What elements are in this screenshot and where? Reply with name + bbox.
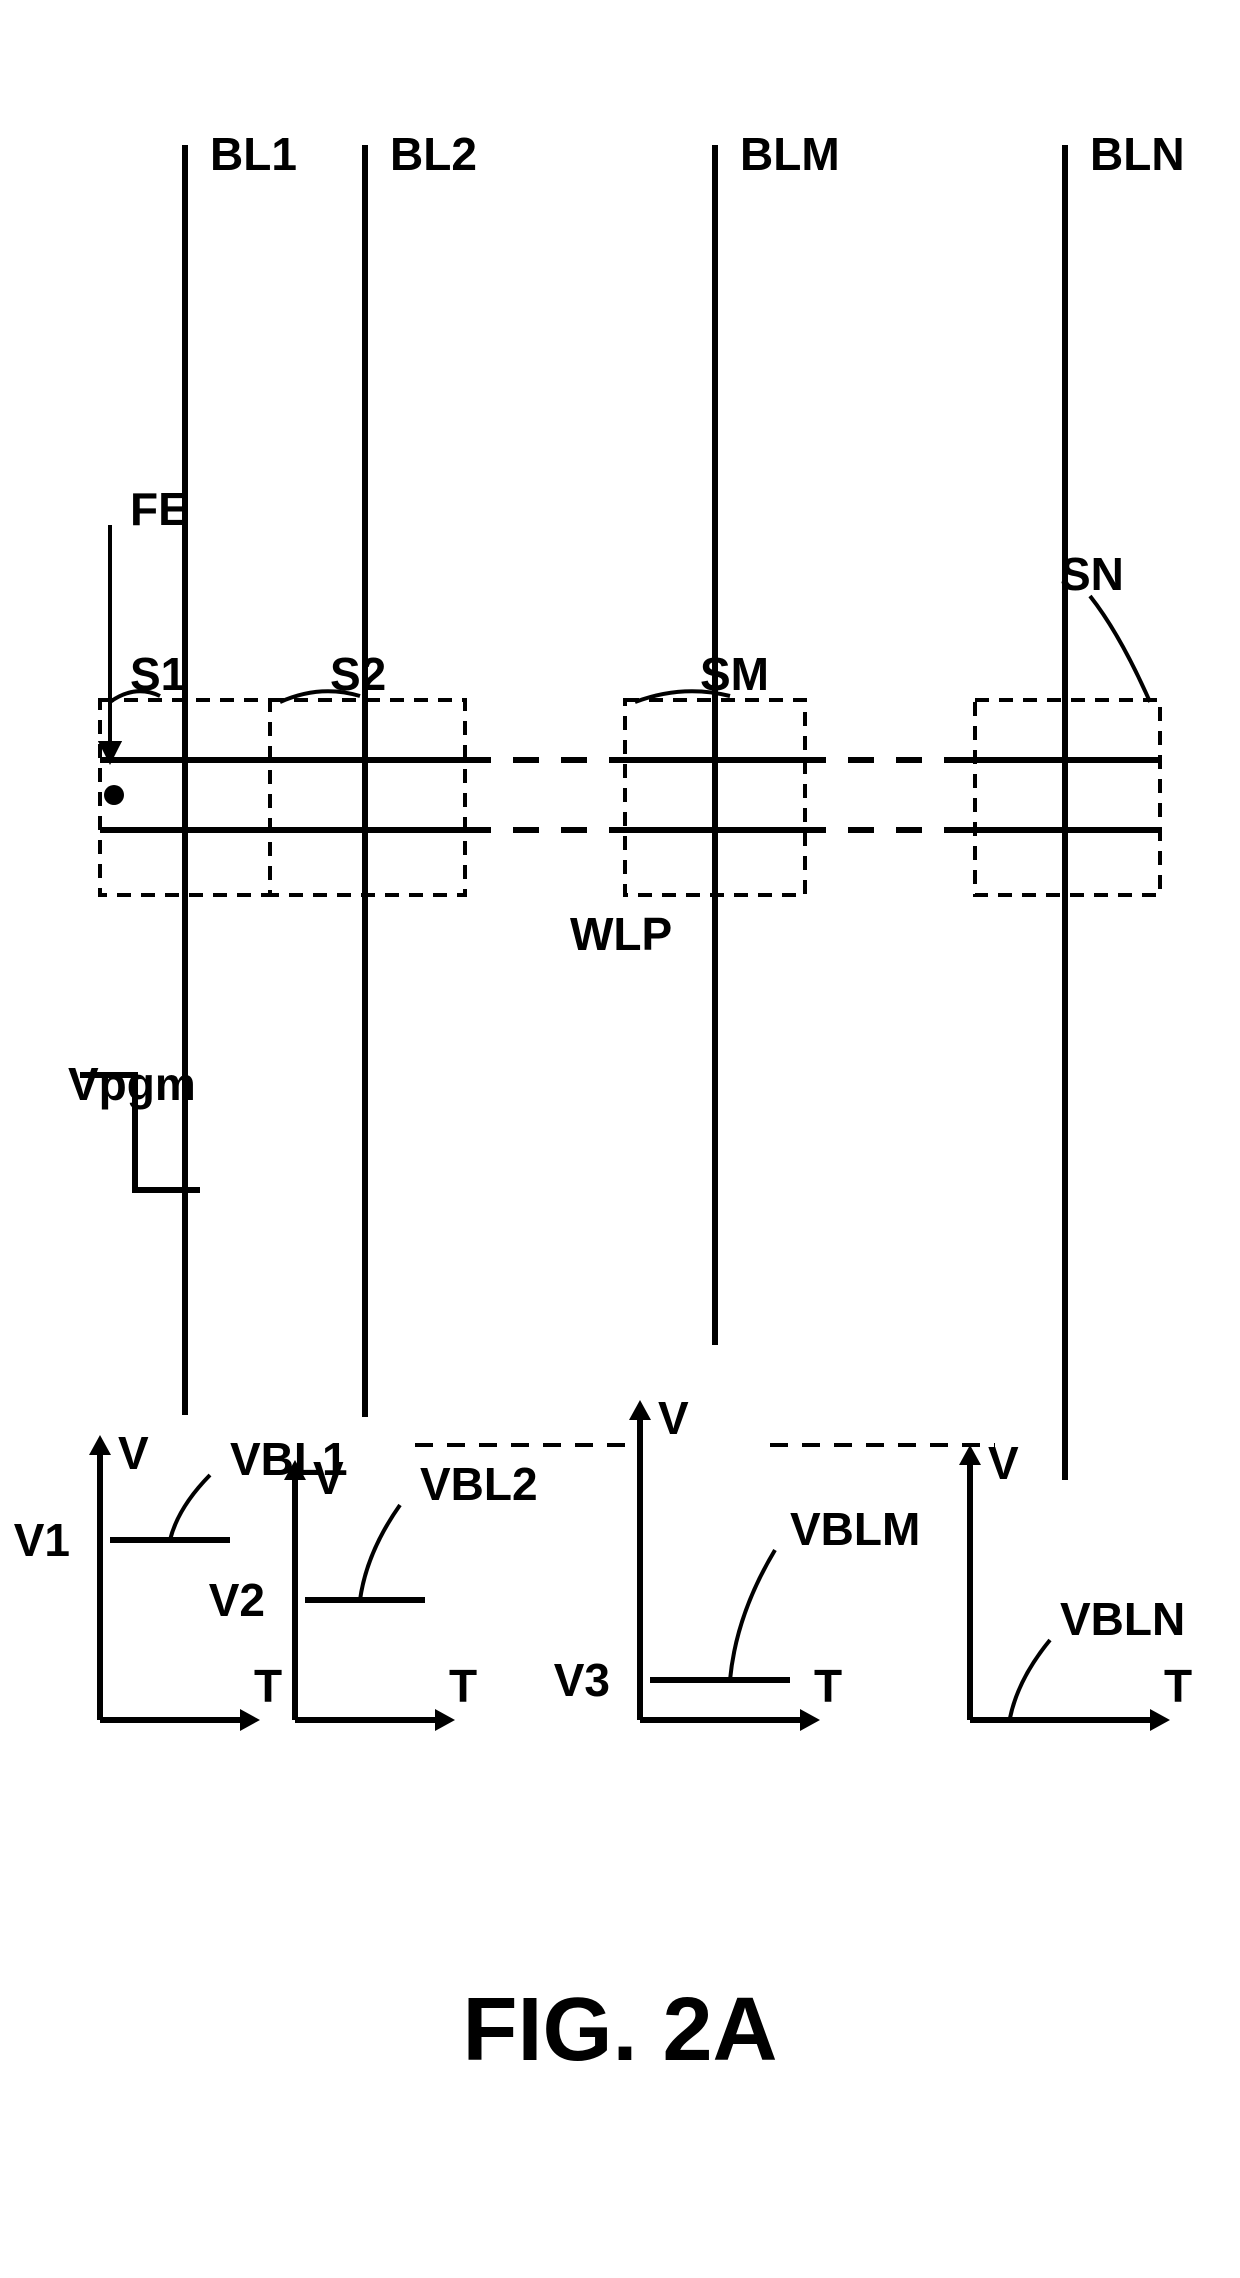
figure-label: FIG. 2A — [462, 1980, 777, 2080]
axis-v-label: V — [658, 1392, 689, 1444]
level-label: V1 — [14, 1514, 70, 1566]
wordline-pair: WLP — [100, 760, 1160, 960]
axis-v-label: V — [313, 1452, 344, 1504]
bitline-label-bl1: BL1 — [210, 128, 297, 180]
fe-label: FE — [130, 483, 189, 535]
vpgm-waveform: Vpgm — [68, 1058, 200, 1190]
cell-label-sm: SM — [700, 648, 769, 700]
bitlines: BL1 BL2 BLM BLN — [185, 128, 1185, 1480]
curve-label-vblm: VBLM — [790, 1503, 920, 1555]
vpgm-label: Vpgm — [68, 1058, 196, 1110]
curve-label-vbln: VBLN — [1060, 1593, 1185, 1645]
level-label: V2 — [209, 1574, 265, 1626]
level-label: V3 — [554, 1654, 610, 1706]
axis-v-label: V — [988, 1437, 1019, 1489]
cells: S1 S2 SM SN — [100, 548, 1160, 895]
fe-arrow: FE — [98, 483, 189, 805]
graph-vblm: V T V3 VBLM — [554, 1392, 921, 1731]
cell-label-sn: SN — [1060, 548, 1124, 600]
curve-label-vbl2: VBL2 — [420, 1458, 538, 1510]
cell-label-s2: S2 — [330, 648, 386, 700]
axis-v-label: V — [118, 1427, 149, 1479]
axis-t-label: T — [254, 1660, 282, 1712]
bitline-label-bl2: BL2 — [390, 128, 477, 180]
axis-t-label: T — [814, 1660, 842, 1712]
axis-t-label: T — [449, 1660, 477, 1712]
axis-t-label: T — [1164, 1660, 1192, 1712]
cell-label-s1: S1 — [130, 648, 186, 700]
bitline-label-bln: BLN — [1090, 128, 1185, 180]
bitline-label-blm: BLM — [740, 128, 840, 180]
wordline-label: WLP — [570, 908, 672, 960]
graph-vbln: V T VBLN — [959, 1437, 1192, 1731]
